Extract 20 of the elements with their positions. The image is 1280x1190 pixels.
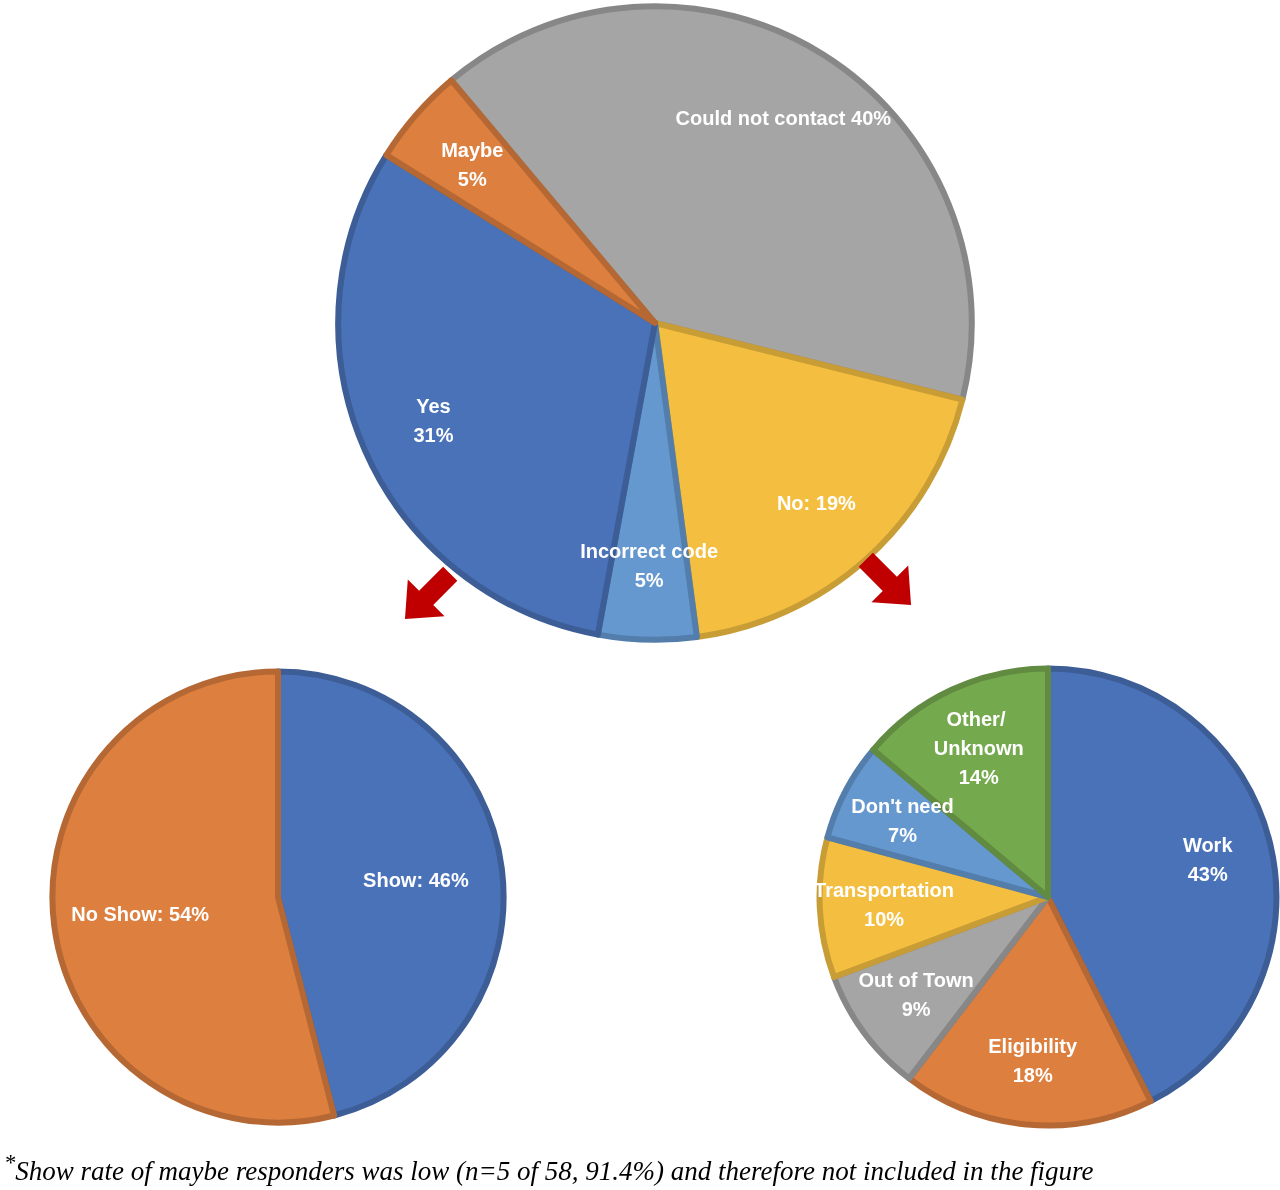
- slice-label: Show: 46%: [363, 868, 469, 891]
- data-label: 5%: [634, 568, 664, 591]
- data-label: 5%: [457, 167, 487, 190]
- slice-label: Eligibility: [988, 1034, 1079, 1057]
- data-label: 31%: [413, 424, 454, 447]
- text: $^{*}$Show rate of maybe responders was low (n=5 of 58, 91.4%) and therefore not included in the figure: [4, 1150, 1094, 1187]
- data-label: 9%: [901, 998, 931, 1021]
- slice-label: Work: [1182, 833, 1234, 856]
- data-label: 10%: [864, 908, 905, 931]
- data-label: 7%: [888, 824, 918, 847]
- data-label: 43%: [1187, 862, 1228, 885]
- slice-label: No: 19%: [776, 492, 857, 515]
- data-label: 14%: [958, 766, 999, 789]
- slice-label: No Show: 54%: [71, 903, 210, 926]
- slice-label: Could not contact 40%: [675, 106, 892, 129]
- data-label: 18%: [1012, 1063, 1053, 1086]
- slice-label: Maybe: [441, 138, 504, 161]
- slice-label: Other/ Unknown: [933, 708, 1024, 760]
- slice-label: Yes: [416, 395, 451, 418]
- slice-label: Out of Town: [858, 969, 974, 992]
